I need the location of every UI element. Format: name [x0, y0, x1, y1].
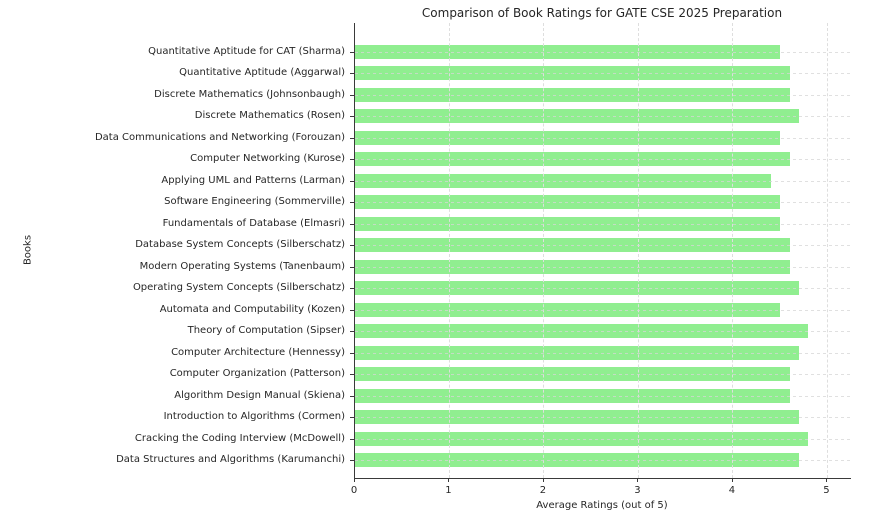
gridline-horizontal: [355, 73, 851, 75]
y-tick-label: Fundamentals of Database (Elmasri): [162, 217, 345, 229]
y-tick-label: Discrete Mathematics (Johnsonbaugh): [154, 88, 345, 100]
x-tick-label: 4: [728, 485, 736, 496]
gridline-horizontal: [355, 395, 851, 397]
gridline-vertical: [637, 23, 639, 478]
gridline-horizontal: [355, 116, 851, 118]
x-tick-mark: [637, 478, 639, 482]
gridline-horizontal: [355, 94, 851, 96]
y-tick-mark: [350, 73, 354, 75]
y-tick-label: Modern Operating Systems (Tanenbaum): [139, 260, 345, 272]
y-tick-label: Data Structures and Algorithms (Karumanc…: [116, 454, 345, 466]
gridline-horizontal: [355, 202, 851, 204]
y-tick-label: Database System Concepts (Silberschatz): [135, 239, 345, 251]
x-tick-mark: [448, 478, 450, 482]
gridline-vertical: [826, 23, 828, 478]
y-tick-mark: [350, 245, 354, 247]
plot-area: [354, 23, 851, 479]
gridline-horizontal: [355, 137, 851, 139]
gridline-horizontal: [355, 223, 851, 225]
gridline-horizontal: [355, 309, 851, 311]
gridline-vertical: [543, 23, 545, 478]
gridline-horizontal: [355, 417, 851, 419]
y-tick-label: Computer Networking (Kurose): [190, 153, 345, 165]
gridline-horizontal: [355, 51, 851, 53]
gridline-horizontal: [355, 159, 851, 161]
gridline-horizontal: [355, 460, 851, 462]
y-tick-label: Introduction to Algorithms (Cormen): [163, 411, 345, 423]
y-tick-mark: [350, 51, 354, 53]
gridline-vertical: [448, 23, 450, 478]
y-tick-mark: [350, 116, 354, 118]
y-tick-label: Quantitative Aptitude for CAT (Sharma): [148, 45, 345, 57]
y-tick-mark: [350, 309, 354, 311]
gridline-horizontal: [355, 374, 851, 376]
y-tick-mark: [350, 438, 354, 440]
y-tick-label: Operating System Concepts (Silberschatz): [132, 282, 345, 294]
x-tick-label: 5: [823, 485, 830, 496]
y-tick-mark: [350, 352, 354, 354]
y-tick-mark: [350, 288, 354, 290]
gridline-horizontal: [355, 352, 851, 354]
y-tick-mark: [350, 266, 354, 268]
gridline-horizontal: [355, 245, 851, 247]
x-tick-label: 0: [350, 485, 358, 496]
y-tick-label: Computer Architecture (Hennessy): [171, 346, 345, 358]
y-tick-label: Computer Organization (Patterson): [169, 368, 345, 380]
y-tick-mark: [350, 159, 354, 161]
y-tick-label: Software Engineering (Sommerville): [164, 196, 345, 208]
y-tick-label: Algorithm Design Manual (Skiena): [174, 389, 345, 401]
gridline-horizontal: [355, 438, 851, 440]
y-tick-mark: [350, 202, 354, 204]
x-tick-mark: [542, 478, 544, 482]
x-tick-mark: [354, 478, 355, 482]
y-tick-label: Applying UML and Patterns (Larman): [161, 174, 345, 186]
y-tick-mark: [350, 331, 354, 333]
y-tick-mark: [350, 395, 354, 397]
x-tick-mark: [731, 478, 733, 482]
x-tick-label: 1: [445, 485, 452, 496]
y-tick-mark: [350, 223, 354, 225]
y-tick-mark: [350, 137, 354, 139]
gridline-horizontal: [355, 180, 851, 182]
y-tick-label: Theory of Computation (Sipser): [187, 325, 345, 337]
gridline-horizontal: [355, 266, 851, 268]
y-tick-label: Cracking the Coding Interview (McDowell): [134, 432, 345, 444]
y-tick-label: Quantitative Aptitude (Aggarwal): [179, 67, 345, 79]
y-tick-label: Data Communications and Networking (Foro…: [94, 131, 345, 143]
y-tick-mark: [350, 417, 354, 419]
x-tick-label: 3: [634, 485, 641, 496]
gridline-vertical: [732, 23, 734, 478]
gridline-horizontal: [355, 288, 851, 290]
y-tick-mark: [350, 460, 354, 462]
y-tick-labels: Quantitative Aptitude for CAT (Sharma) Qu…: [0, 23, 350, 478]
chart-title: Comparison of Book Ratings for GATE CSE …: [421, 6, 783, 20]
y-tick-label: Discrete Mathematics (Rosen): [194, 110, 345, 122]
x-axis-label: Average Ratings (out of 5): [536, 500, 668, 511]
y-tick-label: Automata and Computability (Kozen): [159, 303, 345, 315]
x-tick-mark: [826, 478, 828, 482]
gridline-horizontal: [355, 331, 851, 333]
y-tick-mark: [350, 94, 354, 96]
y-tick-mark: [350, 374, 354, 376]
x-tick-label: 2: [539, 485, 547, 496]
y-tick-mark: [350, 180, 354, 182]
